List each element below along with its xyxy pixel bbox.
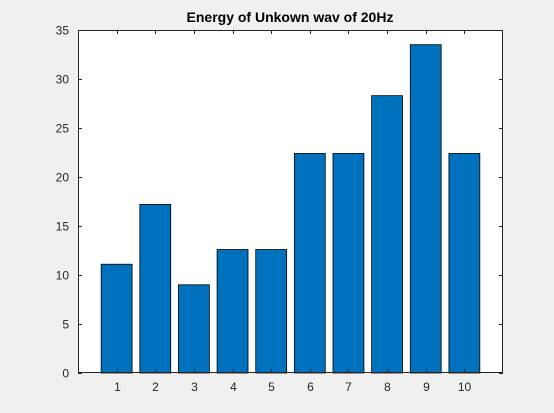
y-tick-label: 15 bbox=[56, 220, 70, 234]
y-tick-label: 30 bbox=[56, 73, 70, 87]
bar-9 bbox=[409, 44, 442, 374]
x-tick-label: 1 bbox=[114, 380, 121, 394]
y-tick-label: 20 bbox=[56, 171, 70, 185]
bar-4 bbox=[216, 249, 249, 374]
y-tick-label: 35 bbox=[56, 24, 70, 38]
y-axis: 0 5 10 15 20 25 30 35 bbox=[56, 24, 503, 381]
bar-7 bbox=[332, 153, 365, 374]
y-tick-label: 0 bbox=[62, 367, 69, 381]
bar-3 bbox=[178, 284, 210, 374]
y-tick-label: 10 bbox=[56, 269, 70, 283]
x-axis: 1 2 3 4 5 6 7 8 9 10 bbox=[114, 30, 471, 394]
x-tick-label: 3 bbox=[191, 380, 198, 394]
x-tick-label: 9 bbox=[423, 380, 430, 394]
y-tick-label: 5 bbox=[62, 318, 69, 332]
x-tick-label: 2 bbox=[152, 380, 159, 394]
y-tick-label: 25 bbox=[56, 122, 70, 136]
chart-title: Energy of Unkown wav of 20Hz bbox=[187, 9, 394, 25]
bar-2 bbox=[139, 204, 172, 374]
axes-box bbox=[78, 30, 503, 373]
axes-frame bbox=[78, 30, 503, 373]
x-tick-label: 7 bbox=[345, 380, 352, 394]
x-tick-label: 4 bbox=[230, 380, 237, 394]
bar-1 bbox=[100, 263, 133, 374]
bar-8 bbox=[371, 95, 403, 374]
bar-5 bbox=[255, 249, 288, 374]
x-tick-label: 5 bbox=[268, 380, 275, 394]
x-tick-label: 6 bbox=[307, 380, 314, 394]
x-tick-label: 8 bbox=[384, 380, 391, 394]
bar-6 bbox=[293, 153, 326, 374]
bar-10 bbox=[448, 153, 481, 374]
x-tick-label: 10 bbox=[458, 380, 472, 394]
bars-group bbox=[100, 44, 481, 374]
